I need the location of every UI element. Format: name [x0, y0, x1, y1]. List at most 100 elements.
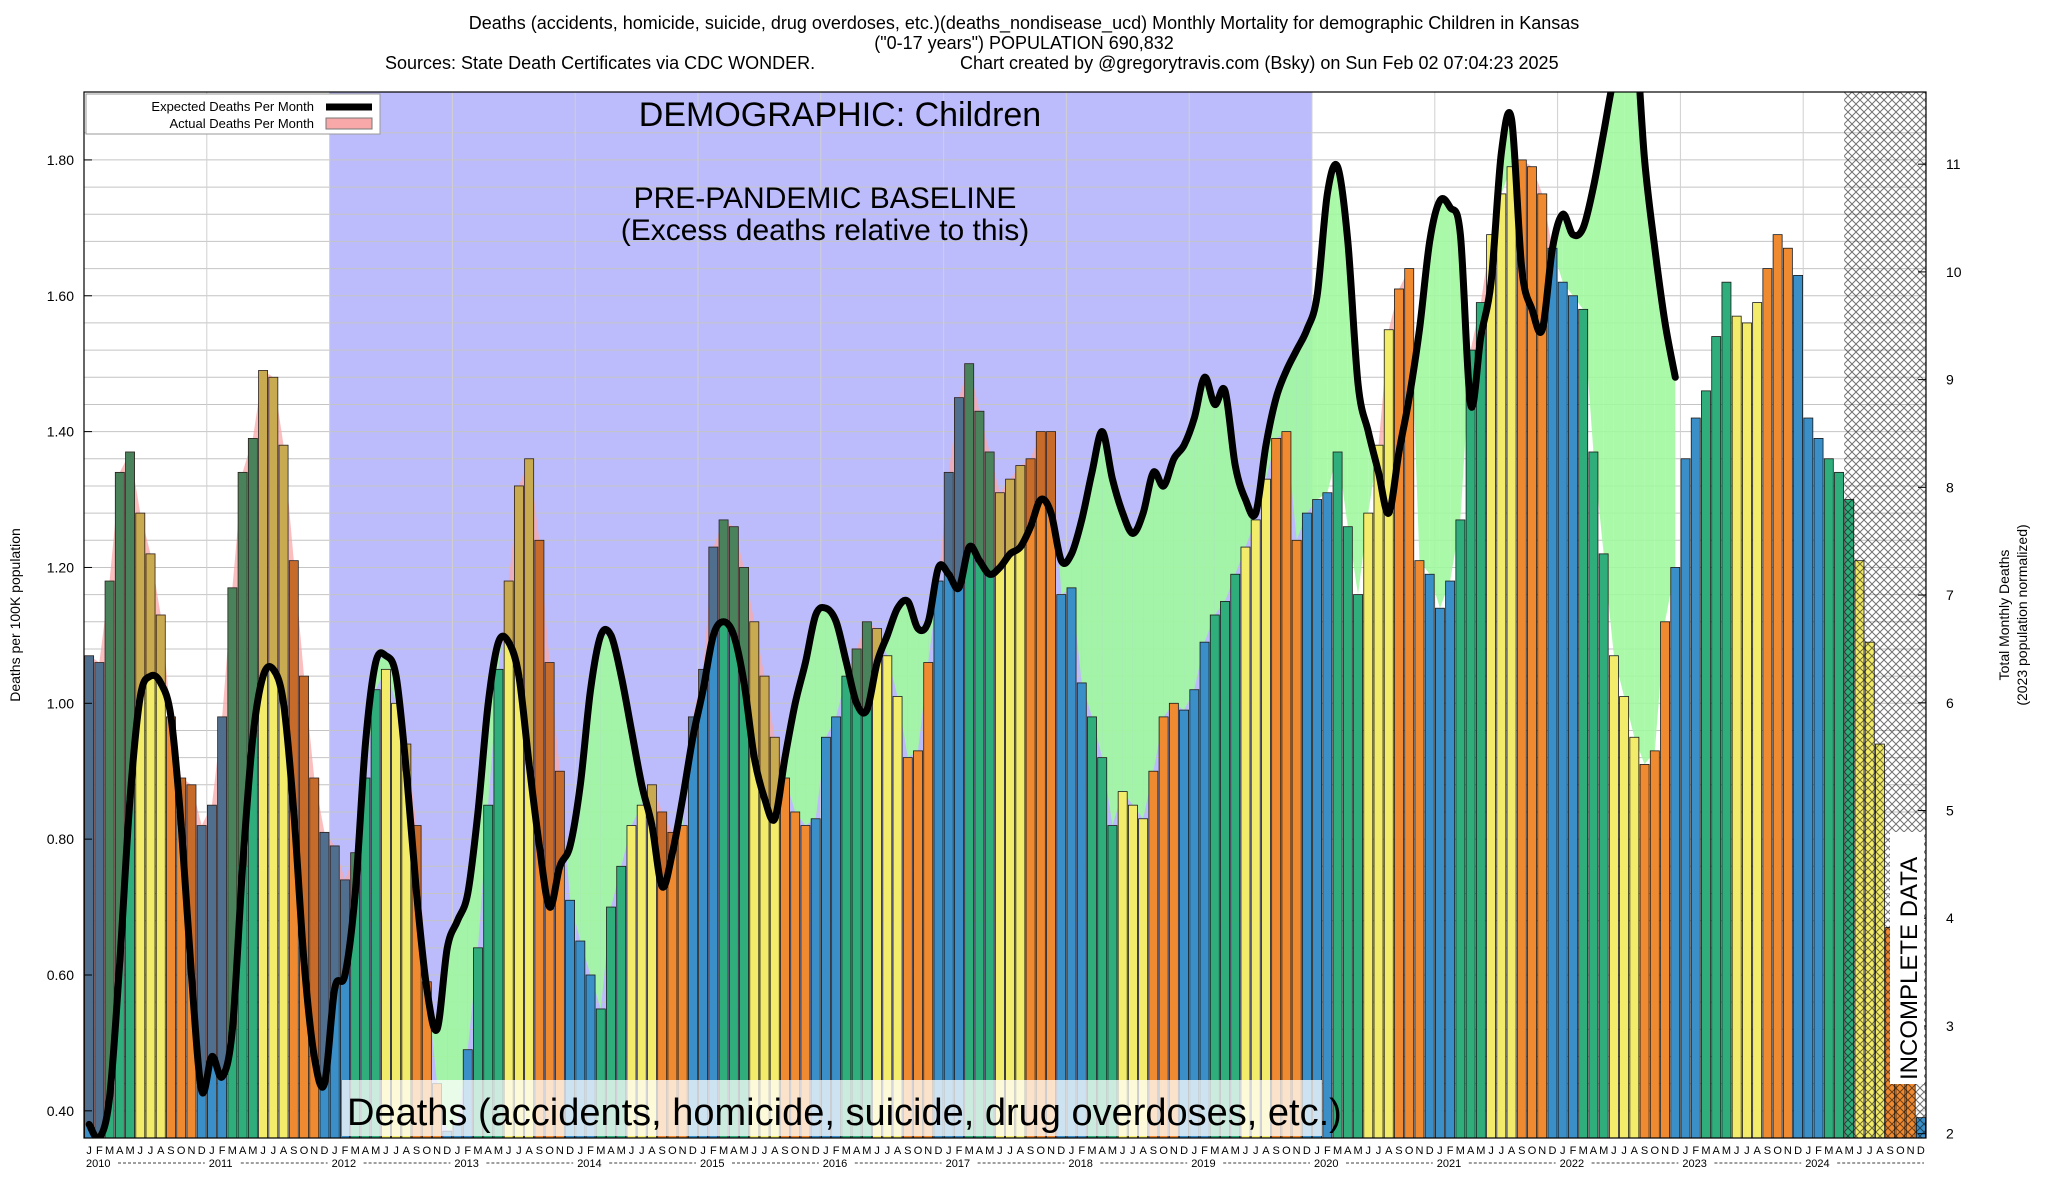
x-month-label: M: [1722, 1145, 1731, 1157]
bar-excess-shade: [647, 784, 657, 826]
x-month-label: S: [167, 1145, 174, 1157]
bar-excess-shade: [985, 451, 995, 575]
excess-fill-segment: [1153, 472, 1164, 772]
x-month-label: M: [473, 1145, 482, 1157]
bar-excess-shade: [299, 676, 309, 962]
x-month-label: J: [1253, 1145, 1259, 1157]
excess-fill-segment: [1143, 472, 1154, 819]
excess-fill-segment: [1572, 227, 1584, 310]
x-month-label: J: [1069, 1145, 1075, 1157]
x-month-label: J: [138, 1145, 144, 1157]
x-month-label: N: [1170, 1145, 1178, 1157]
x-month-label: J: [516, 1145, 522, 1157]
actual-deaths-bar: [575, 940, 586, 1138]
actual-deaths-bar: [708, 546, 719, 1138]
actual-deaths-bar: [319, 831, 330, 1138]
x-month-label: J: [1314, 1145, 1320, 1157]
bar-excess-shade: [657, 811, 667, 887]
bar-excess-shade: [238, 472, 248, 867]
x-month-label: J: [1366, 1145, 1372, 1157]
excess-fill-segment: [1276, 370, 1287, 439]
actual-deaths-bar: [1271, 438, 1282, 1138]
excess-fill-segment: [1306, 295, 1318, 514]
x-month-label: O: [1896, 1145, 1905, 1157]
excess-fill-segment: [1184, 418, 1195, 711]
actual-deaths-bar: [1261, 478, 1271, 1138]
actual-deaths-bar: [933, 580, 944, 1138]
x-month-label: N: [1907, 1145, 1915, 1157]
excess-fill-segment: [1204, 377, 1215, 643]
x-month-label: J: [455, 1145, 461, 1157]
x-month-label: M: [105, 1145, 114, 1157]
excess-fill-segment: [1603, 92, 1614, 656]
bar-excess-shade: [309, 778, 319, 1057]
x-month-label: D: [198, 1145, 206, 1157]
x-month-label: O: [1405, 1145, 1414, 1157]
x-month-label: M: [1231, 1145, 1240, 1157]
x-year-label: 2014: [577, 1158, 601, 1170]
actual-deaths-bar: [1506, 166, 1517, 1138]
excess-fill-segment: [467, 811, 478, 1050]
actual-deaths-bar: [1516, 159, 1527, 1138]
x-month-label: A: [1344, 1145, 1352, 1157]
x-month-label: J: [1437, 1145, 1443, 1157]
incomplete-label-bg: [1890, 832, 1924, 1084]
actual-deaths-bar: [943, 471, 954, 1138]
bar-excess-shade: [146, 553, 156, 677]
actual-deaths-bar: [1813, 438, 1824, 1138]
x-month-label: J: [762, 1145, 768, 1157]
bar-excess-shade: [1005, 479, 1015, 554]
x-month-label: D: [1180, 1145, 1188, 1157]
bar-excess-shade: [289, 560, 299, 812]
x-month-label: J: [874, 1145, 880, 1157]
actual-deaths-bar: [1363, 512, 1374, 1138]
excess-fill-segment: [1358, 384, 1369, 595]
actual-deaths-bar: [1373, 444, 1384, 1138]
actual-deaths-bar: [1629, 736, 1640, 1138]
actual-deaths-bar: [1035, 431, 1046, 1138]
actual-deaths-bar: [94, 662, 105, 1138]
x-month-label: A: [157, 1145, 165, 1157]
actual-deaths-bar: [759, 675, 770, 1138]
excess-fill-segment: [611, 635, 622, 908]
actual-deaths-bar: [1076, 682, 1087, 1138]
bar-excess-shade: [268, 377, 278, 670]
x-month-label: J: [1120, 1145, 1126, 1157]
x-year-label: 2024: [1805, 1158, 1829, 1170]
x-month-label: S: [1395, 1145, 1402, 1157]
actual-deaths-bar: [892, 696, 903, 1138]
actual-deaths-bar: [483, 804, 494, 1138]
bar-excess-shade: [504, 581, 514, 643]
y-axis-label-right-1: Total Monthly Deaths: [1996, 550, 2012, 681]
x-month-label: F: [219, 1145, 226, 1157]
bar-excess-shade: [555, 771, 565, 867]
actual-deaths-bar: [1128, 804, 1138, 1138]
actual-deaths-bar: [923, 662, 934, 1138]
x-month-label: M: [1599, 1145, 1608, 1157]
excess-fill-segment: [1132, 513, 1144, 819]
actual-deaths-bar: [718, 519, 729, 1138]
y-axis-label-right-2: (2023 population normalized): [2014, 524, 2030, 705]
x-month-label: O: [1282, 1145, 1291, 1157]
actual-deaths-bar: [1291, 539, 1302, 1138]
x-month-label: M: [1108, 1145, 1117, 1157]
x-month-label: O: [300, 1145, 309, 1157]
x-month-label: A: [648, 1145, 656, 1157]
actual-deaths-bar: [1158, 716, 1169, 1138]
actual-deaths-bar: [769, 736, 780, 1138]
actual-deaths-bar: [1056, 594, 1067, 1138]
excess-fill-segment: [1593, 132, 1604, 554]
x-month-label: A: [730, 1145, 738, 1157]
actual-deaths-bar: [1649, 750, 1660, 1138]
actual-deaths-bar: [1424, 573, 1435, 1138]
actual-deaths-bar: [1342, 526, 1353, 1138]
x-month-label: J: [1243, 1145, 1249, 1157]
actual-deaths-bar: [1578, 308, 1589, 1138]
y-left-tick-label: 1.60: [47, 288, 74, 304]
x-month-label: D: [1549, 1145, 1557, 1157]
bar-excess-shade: [258, 370, 268, 677]
actual-deaths-bar: [954, 397, 964, 1138]
bar-excess-shade: [770, 737, 780, 819]
x-month-label: A: [1467, 1145, 1475, 1157]
